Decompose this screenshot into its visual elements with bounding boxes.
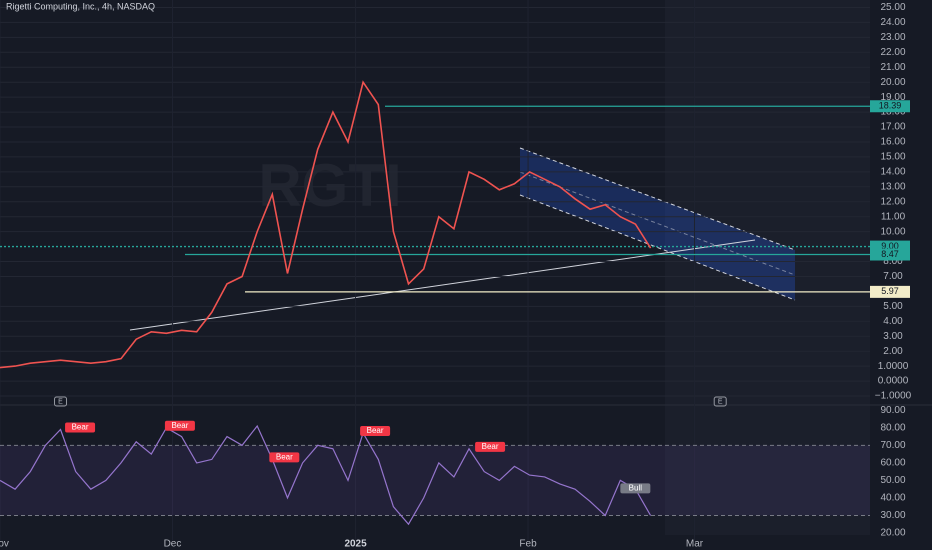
y-tick-label: 23.00: [880, 32, 905, 43]
signal-box: [269, 452, 300, 463]
y-tick-label: 20.00: [880, 77, 905, 88]
y-tick-label: 2.00: [883, 346, 903, 357]
y-tick-label: 30.00: [880, 510, 905, 521]
signal-label: Bear: [72, 423, 89, 432]
x-tick-label: Nov: [0, 539, 9, 550]
level-label: 8.47: [881, 249, 899, 259]
signal-box: [475, 441, 506, 452]
y-tick-label: 17.00: [880, 122, 905, 133]
y-tick-label: 22.00: [880, 47, 905, 58]
signal-box: [620, 483, 651, 494]
y-tick-label: 60.00: [880, 457, 905, 468]
signal-label: Bear: [367, 426, 384, 435]
y-tick-label: 21.00: [880, 62, 905, 73]
watermark: RGTI: [258, 152, 401, 219]
x-tick-label: Mar: [686, 539, 704, 550]
y-tick-label: 1.0000: [878, 361, 909, 372]
x-tick-label: Feb: [519, 539, 537, 550]
series-line: [0, 80, 652, 369]
y-tick-label: 11.00: [881, 211, 906, 222]
x-tick-label: 2025: [344, 539, 367, 550]
channel-bottom: [519, 194, 796, 301]
y-tick-label: 12.00: [880, 196, 905, 207]
event-label: E: [58, 398, 63, 405]
series-line: [0, 424, 652, 526]
y-tick-label: 25.00: [880, 2, 905, 13]
level-label: 9.00: [881, 241, 899, 251]
chart-title: Rigetti Computing, Inc., 4h, NASDAQ: [6, 1, 155, 11]
y-tick-label: 90.00: [880, 405, 905, 416]
signal-box: [360, 426, 391, 437]
signal-label: Bear: [482, 442, 499, 451]
y-tick-label: 50.00: [880, 475, 905, 486]
signal-label: Bull: [629, 483, 643, 492]
y-tick-label: 16.00: [880, 137, 905, 148]
signal-label: Bear: [276, 452, 293, 461]
event-box: [54, 396, 68, 407]
signal-label: Bear: [171, 421, 188, 430]
level-label: 18.39: [879, 101, 902, 111]
y-tick-label: 4.00: [883, 316, 903, 327]
y-tick-label: 20.00: [880, 528, 905, 539]
event-label: E: [718, 398, 723, 405]
signal-box: [164, 420, 195, 431]
level-label: 5.97: [881, 286, 899, 296]
y-tick-label: 13.00: [880, 181, 905, 192]
y-tick-label: −1.0000: [875, 391, 912, 402]
future-area: [665, 0, 870, 535]
y-tick-label: 3.00: [883, 331, 903, 342]
level-label-box: [870, 248, 910, 261]
y-tick-label: 5.00: [883, 301, 903, 312]
y-tick-label: 15.00: [880, 152, 905, 163]
y-tick-label: 70.00: [880, 440, 905, 451]
y-tick-label: 14.00: [880, 167, 905, 178]
x-tick-label: Dec: [164, 539, 182, 550]
rsi-band: [0, 445, 870, 516]
y-tick-label: 0.0000: [878, 376, 909, 387]
level-label-box: [870, 285, 910, 298]
signal-box: [65, 422, 96, 433]
y-tick-label: 7.00: [883, 271, 903, 282]
y-tick-label: 40.00: [880, 493, 905, 504]
y-tick-label: 19.00: [880, 92, 905, 103]
event-box: [713, 396, 727, 407]
y-tick-label: 8.00: [883, 256, 903, 267]
y-tick-label: 10.00: [880, 226, 905, 237]
y-tick-label: 24.00: [880, 17, 905, 28]
y-tick-label: 80.00: [880, 422, 905, 433]
level-label-box: [870, 100, 910, 113]
